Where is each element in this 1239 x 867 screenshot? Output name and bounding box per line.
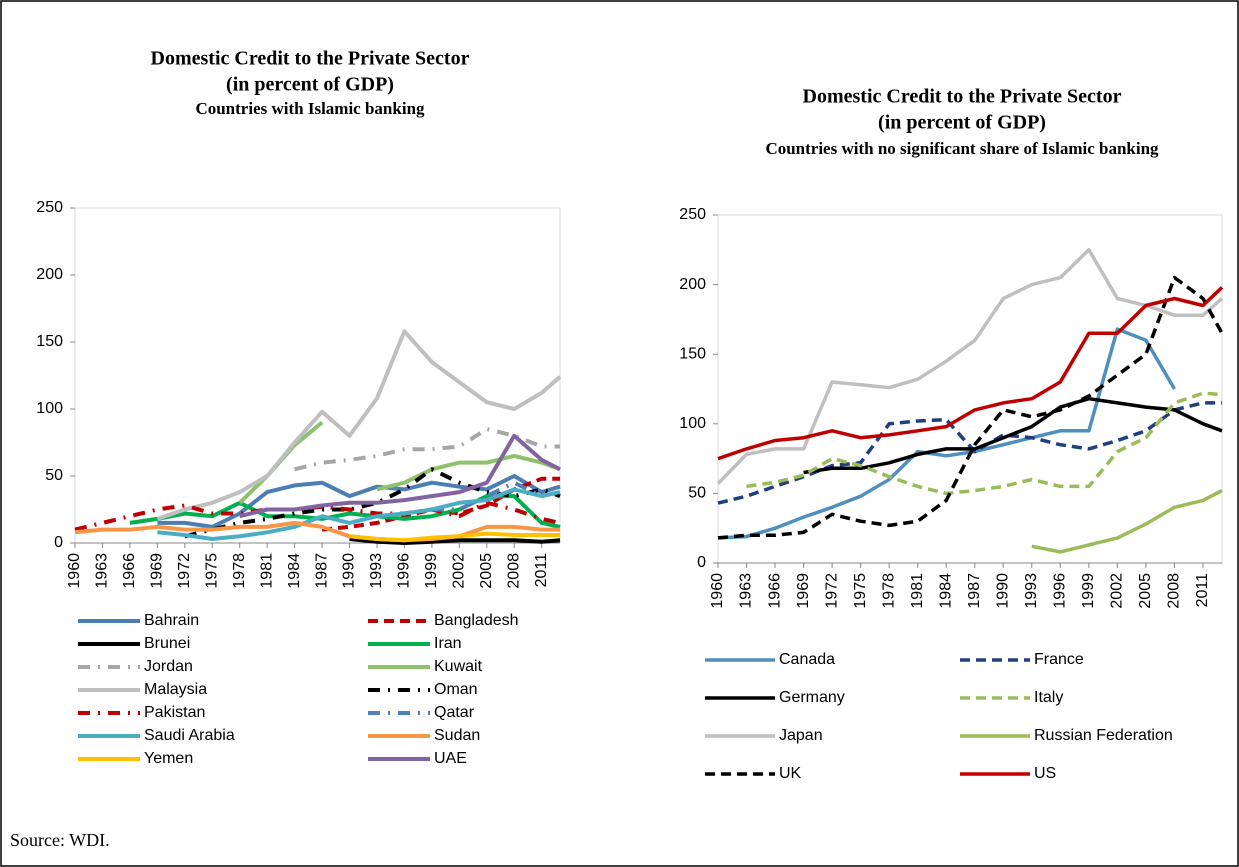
x-tick-label: 2011 xyxy=(533,553,550,588)
legend-label: Kuwait xyxy=(434,658,483,675)
y-tick-label: 50 xyxy=(688,485,706,502)
series-line xyxy=(156,329,562,521)
series-line xyxy=(746,391,1223,496)
y-tick-label: 0 xyxy=(697,554,706,571)
x-tick-label: 1975 xyxy=(203,553,220,589)
legend-label: Qatar xyxy=(434,704,475,721)
series-line xyxy=(74,520,560,543)
x-tick-label: 1981 xyxy=(909,573,926,609)
x-tick-label: 1999 xyxy=(423,553,440,589)
chart-title: Domestic Credit to the Private Sector xyxy=(803,86,1122,108)
x-tick-label: 2005 xyxy=(478,553,495,589)
x-tick-label: 1960 xyxy=(66,553,83,589)
x-tick-label: 1972 xyxy=(823,573,840,609)
chart-subtitle: Countries with no significant share of I… xyxy=(765,139,1159,158)
legend-label: UK xyxy=(779,765,802,782)
y-tick-label: 150 xyxy=(36,333,63,350)
legend-label: Sudan xyxy=(434,727,480,744)
legend-label: France xyxy=(1034,651,1084,668)
legend-label: Bahrain xyxy=(144,612,199,629)
x-tick-label: 1975 xyxy=(852,573,869,609)
x-tick-label: 1963 xyxy=(738,573,755,609)
x-tick-label: 1984 xyxy=(937,573,954,609)
chart-subtitle: (in percent of GDP) xyxy=(226,74,394,96)
y-tick-label: 150 xyxy=(679,345,706,362)
legend-label: Pakistan xyxy=(144,704,205,721)
series-line xyxy=(157,474,561,529)
legend-label: Oman xyxy=(434,681,478,698)
legend-label: Italy xyxy=(1034,689,1063,706)
x-tick-label: 1969 xyxy=(795,573,812,609)
y-tick-label: 250 xyxy=(679,206,706,223)
y-tick-label: 200 xyxy=(36,266,63,283)
legend-label: Saudi Arabia xyxy=(144,727,235,744)
source: Source: WDI. xyxy=(10,830,110,850)
series-line xyxy=(349,537,561,545)
x-tick-label: 1972 xyxy=(176,553,193,589)
x-tick-label: 1969 xyxy=(149,553,166,589)
series-line xyxy=(1031,489,1223,554)
x-tick-label: 1978 xyxy=(880,573,897,609)
legend-label: UAE xyxy=(434,750,467,767)
x-tick-label: 1960 xyxy=(709,573,726,609)
x-tick-label: 1966 xyxy=(121,553,138,589)
chart-title: Domestic Credit to the Private Sector xyxy=(151,48,470,70)
legend-label: US xyxy=(1034,765,1056,782)
x-tick-label: 1963 xyxy=(94,553,111,589)
legend-label: Germany xyxy=(779,689,845,706)
x-tick-label: 1966 xyxy=(766,573,783,609)
x-tick-label: 1993 xyxy=(1023,573,1040,609)
y-tick-label: 200 xyxy=(679,276,706,293)
legend-label: Iran xyxy=(434,635,462,652)
series-line xyxy=(717,286,1224,461)
series-line xyxy=(349,531,560,543)
legend-label: Malaysia xyxy=(144,681,207,698)
x-tick-label: 1990 xyxy=(995,573,1012,609)
series-line xyxy=(321,476,560,532)
series-line xyxy=(717,327,1177,540)
legend-label: Jordan xyxy=(144,658,193,675)
legend-label: Brunei xyxy=(144,635,190,652)
series-line xyxy=(803,396,1223,475)
y-tick-label: 100 xyxy=(36,400,63,417)
x-tick-label: 1996 xyxy=(1052,573,1069,609)
legend-label: Canada xyxy=(779,651,835,668)
chart-subtitle: (in percent of GDP) xyxy=(878,112,1046,134)
x-tick-label: 1996 xyxy=(396,553,413,589)
x-tick-label: 1987 xyxy=(966,573,983,609)
x-tick-label: 2005 xyxy=(1137,573,1154,609)
x-tick-label: 1987 xyxy=(313,553,330,589)
legend-label: Bangladesh xyxy=(434,612,519,629)
x-tick-label: 1990 xyxy=(341,553,358,589)
y-tick-label: 0 xyxy=(54,534,63,551)
y-tick-label: 250 xyxy=(36,199,63,216)
x-tick-label: 2002 xyxy=(451,553,468,589)
legend-label: Russian Federation xyxy=(1034,727,1173,744)
x-tick-label: 2008 xyxy=(505,553,522,589)
x-tick-label: 2008 xyxy=(1166,573,1183,609)
x-tick-label: 2011 xyxy=(1194,573,1211,608)
series-line xyxy=(239,433,561,519)
x-tick-label: 2002 xyxy=(1109,573,1126,609)
x-tick-label: 1984 xyxy=(286,553,303,589)
x-tick-label: 1981 xyxy=(258,553,275,589)
legend-label: Japan xyxy=(779,727,823,744)
series-line xyxy=(717,275,1224,540)
legend-label: Yemen xyxy=(144,750,193,767)
x-tick-label: 1999 xyxy=(1080,573,1097,609)
x-tick-label: 1978 xyxy=(231,553,248,589)
series-line xyxy=(157,487,561,541)
y-tick-label: 50 xyxy=(45,467,63,484)
y-tick-label: 100 xyxy=(679,415,706,432)
chart-subtitle: Countries with Islamic banking xyxy=(195,99,425,118)
x-tick-label: 1993 xyxy=(368,553,385,589)
